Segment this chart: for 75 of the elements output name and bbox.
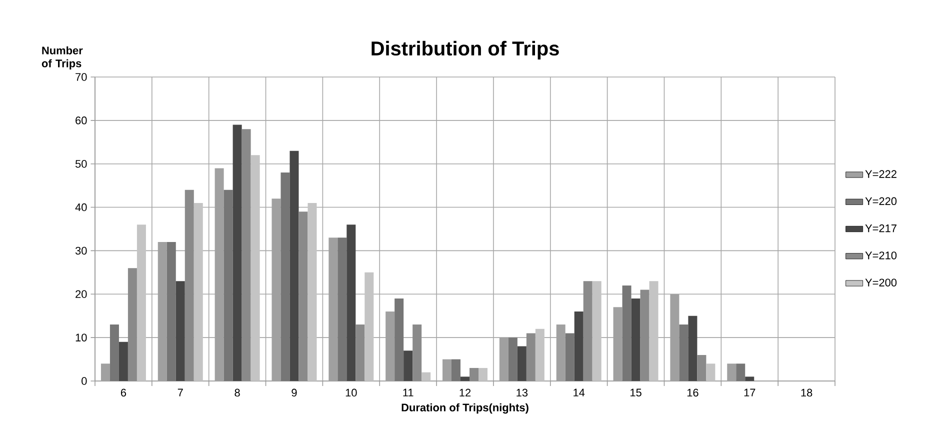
bar bbox=[364, 272, 374, 381]
x-tick-label: 18 bbox=[801, 388, 812, 397]
x-tick-label: 7 bbox=[178, 388, 183, 396]
x-tick-label: 12 bbox=[460, 388, 471, 396]
bar bbox=[290, 150, 299, 381]
x-tick-label: 17 bbox=[744, 388, 756, 396]
bar bbox=[250, 155, 260, 381]
bar bbox=[565, 333, 574, 381]
x-tick-label: 14 bbox=[574, 388, 585, 396]
bar bbox=[280, 172, 290, 381]
bar bbox=[592, 281, 602, 381]
bar bbox=[452, 359, 461, 381]
bar bbox=[412, 324, 422, 381]
chart-title: Distribution of Trips bbox=[372, 40, 559, 60]
bar bbox=[308, 202, 317, 381]
bar bbox=[526, 333, 536, 381]
x-tick-label: 10 bbox=[346, 388, 357, 397]
bar bbox=[649, 281, 658, 381]
bar bbox=[338, 238, 347, 381]
y-tick-label: 10 bbox=[76, 334, 87, 342]
bar bbox=[118, 342, 128, 381]
bar bbox=[242, 129, 251, 381]
bar bbox=[517, 346, 526, 381]
legend-label: Y=217 bbox=[865, 224, 896, 232]
x-tick-label: 15 bbox=[630, 388, 642, 396]
bar bbox=[136, 224, 146, 381]
bar bbox=[745, 376, 754, 381]
x-tick-label: 9 bbox=[292, 388, 297, 397]
legend-label: Y=220 bbox=[865, 197, 897, 206]
bar bbox=[574, 312, 584, 381]
y-tick-label: 70 bbox=[76, 73, 87, 81]
bar bbox=[470, 368, 479, 381]
bar bbox=[583, 281, 592, 381]
bar bbox=[679, 324, 688, 381]
legend-label: Y=210 bbox=[865, 252, 897, 260]
y-tick-label: 60 bbox=[76, 116, 87, 124]
x-tick-label: 6 bbox=[120, 388, 126, 397]
y-tick-label: 50 bbox=[75, 160, 87, 168]
y-tick-label: 40 bbox=[75, 203, 87, 212]
y-tick-label: 30 bbox=[75, 246, 87, 255]
bar bbox=[356, 324, 365, 381]
bar bbox=[478, 368, 488, 381]
bar bbox=[688, 316, 698, 381]
bar bbox=[640, 290, 650, 381]
bar bbox=[736, 364, 746, 381]
bar bbox=[128, 268, 137, 381]
bar bbox=[535, 328, 544, 381]
bar bbox=[176, 281, 185, 381]
bar bbox=[697, 354, 706, 381]
bar bbox=[166, 242, 176, 381]
bar bbox=[232, 124, 242, 381]
y-tick-label: 20 bbox=[76, 290, 87, 298]
legend-label: Y=200 bbox=[865, 278, 897, 286]
bar bbox=[422, 372, 431, 381]
bar bbox=[706, 364, 716, 381]
x-tick-label: 13 bbox=[516, 388, 528, 397]
x-tick-label: 16 bbox=[687, 388, 698, 397]
bar bbox=[631, 298, 640, 381]
x-tick-label: 11 bbox=[403, 388, 414, 396]
bar bbox=[298, 212, 308, 381]
bar bbox=[508, 338, 518, 381]
bar bbox=[110, 324, 119, 381]
bar bbox=[224, 190, 233, 381]
bar bbox=[404, 350, 413, 381]
bar bbox=[194, 202, 203, 381]
x-axis-title: Duration of Trips(nights) bbox=[402, 403, 528, 414]
bar bbox=[622, 285, 632, 381]
bar bbox=[346, 224, 356, 381]
bar bbox=[394, 298, 404, 381]
x-tick-label: 8 bbox=[234, 388, 240, 397]
bar bbox=[184, 190, 194, 381]
y-axis-title: Number of Trips bbox=[42, 46, 83, 70]
legend-label: Y=222 bbox=[865, 170, 896, 178]
bar bbox=[460, 376, 470, 381]
y-tick-label: 0 bbox=[82, 377, 87, 385]
